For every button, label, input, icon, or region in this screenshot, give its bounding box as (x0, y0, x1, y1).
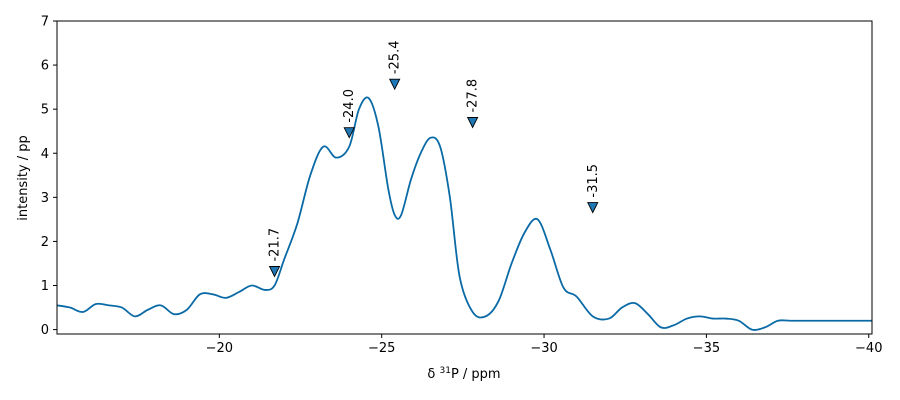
y-tick-label: 2 (41, 235, 49, 250)
y-tick-label: 4 (41, 147, 49, 162)
peak-marker (466, 117, 479, 129)
peak-marker (388, 78, 401, 91)
x-axis-label: δ 31P / ppm (427, 366, 500, 382)
peak-label: -31.5 (586, 164, 601, 198)
peak-label: -21.7 (268, 228, 283, 262)
plot-area: -21.7 -24.0 -25.4 -27.8 -31.5 (57, 41, 872, 331)
plot-frame (56, 20, 873, 335)
y-tick-label: 0 (41, 323, 49, 338)
peak-label: -27.8 (466, 79, 481, 113)
x-tick-label: −25 (368, 341, 395, 356)
x-tick-label: −35 (693, 341, 720, 356)
y-tick-label: 5 (41, 103, 49, 118)
y-tick-label: 6 (41, 59, 49, 74)
y-tick-label: 7 (41, 15, 49, 30)
x-axis-ticks: −20 −25 −30 −35 −40 (206, 334, 882, 356)
y-tick-label: 3 (41, 191, 49, 206)
peak-label: -25.4 (388, 41, 403, 75)
peak-marker (343, 127, 355, 139)
peak-marker (268, 266, 281, 278)
y-axis-ticks: 0 1 2 3 4 5 6 7 (41, 15, 57, 338)
x-tick-label: −30 (530, 341, 557, 356)
x-tick-label: −40 (855, 341, 882, 356)
spectrum-line-0 (57, 96, 872, 331)
peak-marker (587, 202, 599, 214)
y-tick-label: 1 (41, 279, 49, 294)
x-tick-label: −20 (206, 341, 233, 356)
y-axis-label: intensity / pp (16, 135, 31, 221)
peak-label: -24.0 (342, 89, 357, 123)
